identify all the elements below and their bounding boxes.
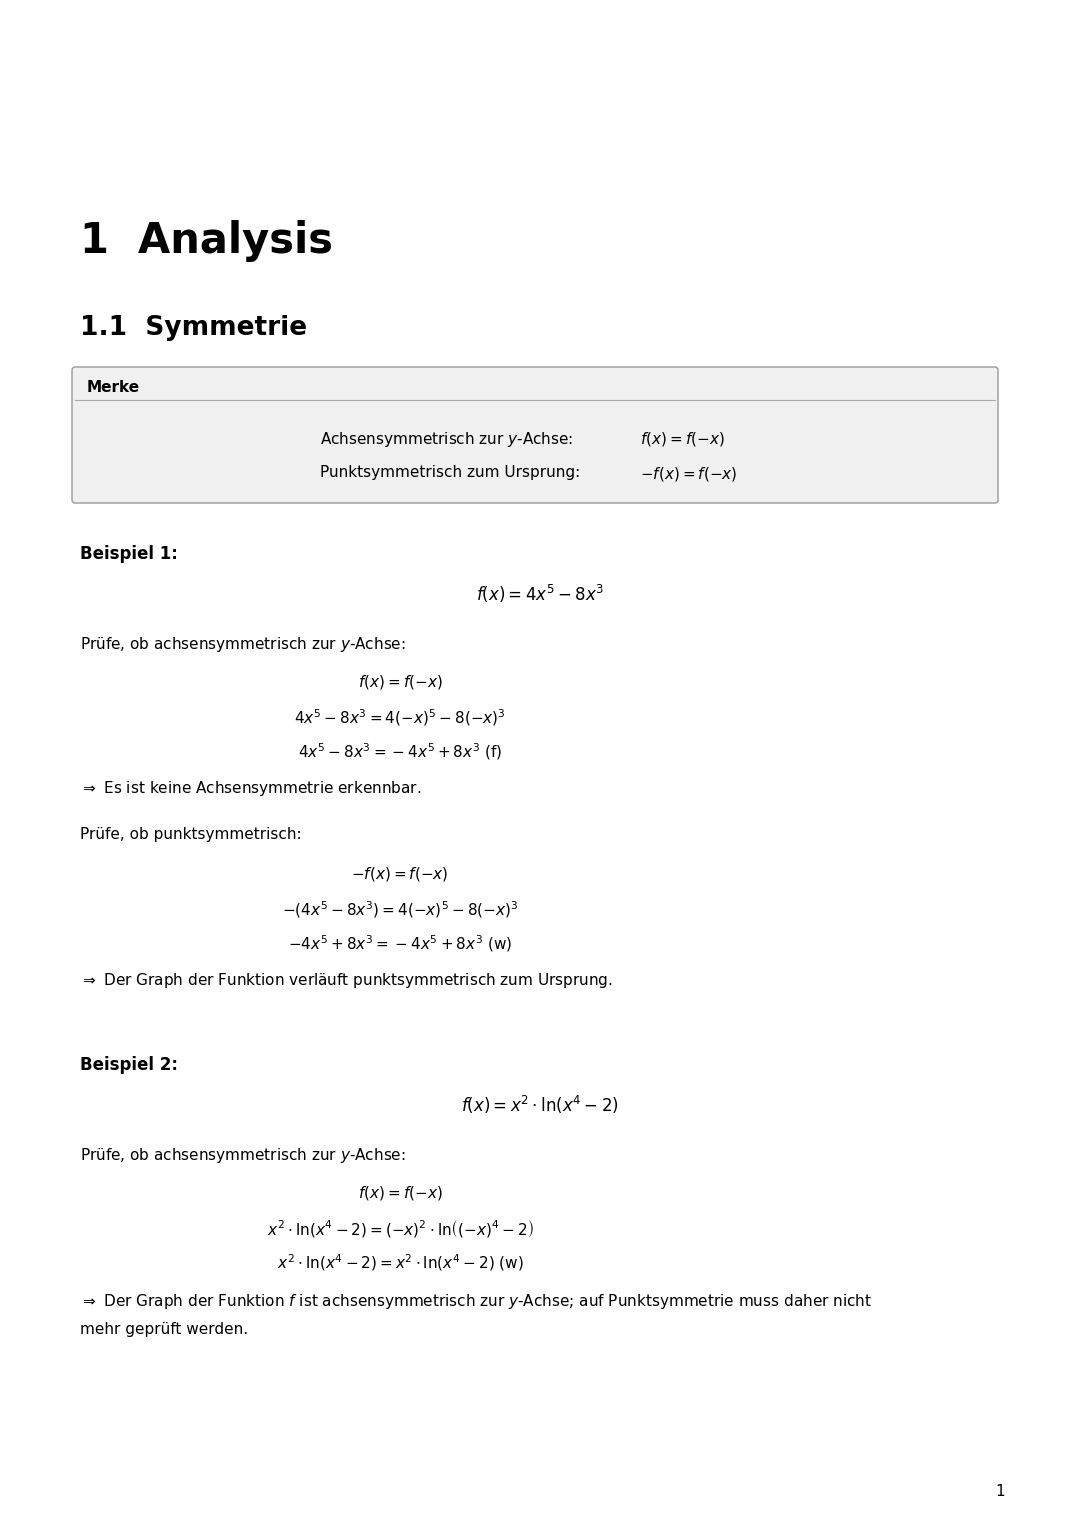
Text: Prüfe, ob achsensymmetrisch zur $y$-Achse:: Prüfe, ob achsensymmetrisch zur $y$-Achs… bbox=[80, 1145, 406, 1165]
FancyBboxPatch shape bbox=[72, 366, 998, 502]
Text: Prüfe, ob achsensymmetrisch zur $y$-Achse:: Prüfe, ob achsensymmetrisch zur $y$-Achs… bbox=[80, 635, 406, 654]
Text: $x^2 \cdot \ln(x^4 - 2) = (-x)^2 \cdot \ln\!\left((-x)^4 - 2\right)$: $x^2 \cdot \ln(x^4 - 2) = (-x)^2 \cdot \… bbox=[267, 1219, 534, 1238]
Text: 1: 1 bbox=[995, 1484, 1004, 1500]
Text: $f(x) = f(-x)$: $f(x) = f(-x)$ bbox=[357, 1183, 443, 1202]
Text: Prüfe, ob punktsymmetrisch:: Prüfe, ob punktsymmetrisch: bbox=[80, 828, 301, 841]
Text: Achsensymmetrisch zur $y$-Achse:: Achsensymmetrisch zur $y$-Achse: bbox=[320, 431, 573, 449]
Text: $-4x^5 + 8x^3 = -4x^5 + 8x^3$ (w): $-4x^5 + 8x^3 = -4x^5 + 8x^3$ (w) bbox=[288, 933, 512, 954]
Text: $\Rightarrow$ Der Graph der Funktion verläuft punktsymmetrisch zum Ursprung.: $\Rightarrow$ Der Graph der Funktion ver… bbox=[80, 971, 613, 989]
Text: $f(x) = x^2 \cdot \ln(x^4 - 2)$: $f(x) = x^2 \cdot \ln(x^4 - 2)$ bbox=[461, 1093, 619, 1116]
Text: $4x^5 - 8x^3 = -4x^5 + 8x^3$ (f): $4x^5 - 8x^3 = -4x^5 + 8x^3$ (f) bbox=[298, 741, 502, 762]
Text: mehr geprüft werden.: mehr geprüft werden. bbox=[80, 1322, 248, 1338]
Text: $\Rightarrow$ Es ist keine Achsensymmetrie erkennbar.: $\Rightarrow$ Es ist keine Achsensymmetr… bbox=[80, 779, 421, 799]
Text: $f(x) = f(-x)$: $f(x) = f(-x)$ bbox=[357, 673, 443, 692]
Text: $4x^5 - 8x^3 = 4(-x)^5 - 8(-x)^3$: $4x^5 - 8x^3 = 4(-x)^5 - 8(-x)^3$ bbox=[294, 707, 505, 728]
Text: Merke: Merke bbox=[87, 380, 140, 395]
Text: Punktsymmetrisch zum Ursprung:: Punktsymmetrisch zum Ursprung: bbox=[320, 466, 580, 479]
Text: $f(x) = f(-x)$: $f(x) = f(-x)$ bbox=[640, 431, 725, 447]
Text: $-f(x) = f(-x)$: $-f(x) = f(-x)$ bbox=[351, 864, 449, 883]
Text: 1.1  Symmetrie: 1.1 Symmetrie bbox=[80, 315, 307, 341]
Text: $-(4x^5 - 8x^3) = 4(-x)^5 - 8(-x)^3$: $-(4x^5 - 8x^3) = 4(-x)^5 - 8(-x)^3$ bbox=[282, 899, 518, 919]
Text: $f(x) = 4x^5 - 8x^3$: $f(x) = 4x^5 - 8x^3$ bbox=[476, 583, 604, 605]
Text: $x^2 \cdot \ln(x^4 - 2) = x^2 \cdot \ln(x^4 - 2)$ (w): $x^2 \cdot \ln(x^4 - 2) = x^2 \cdot \ln(… bbox=[276, 1252, 524, 1272]
Text: 1  Analysis: 1 Analysis bbox=[80, 220, 333, 263]
Text: Beispiel 2:: Beispiel 2: bbox=[80, 1057, 178, 1073]
Text: Beispiel 1:: Beispiel 1: bbox=[80, 545, 178, 563]
Text: $\Rightarrow$ Der Graph der Funktion $f$ ist achsensymmetrisch zur $y$-Achse; au: $\Rightarrow$ Der Graph der Funktion $f$… bbox=[80, 1292, 872, 1312]
Text: $-f(x) = f(-x)$: $-f(x) = f(-x)$ bbox=[640, 466, 738, 483]
